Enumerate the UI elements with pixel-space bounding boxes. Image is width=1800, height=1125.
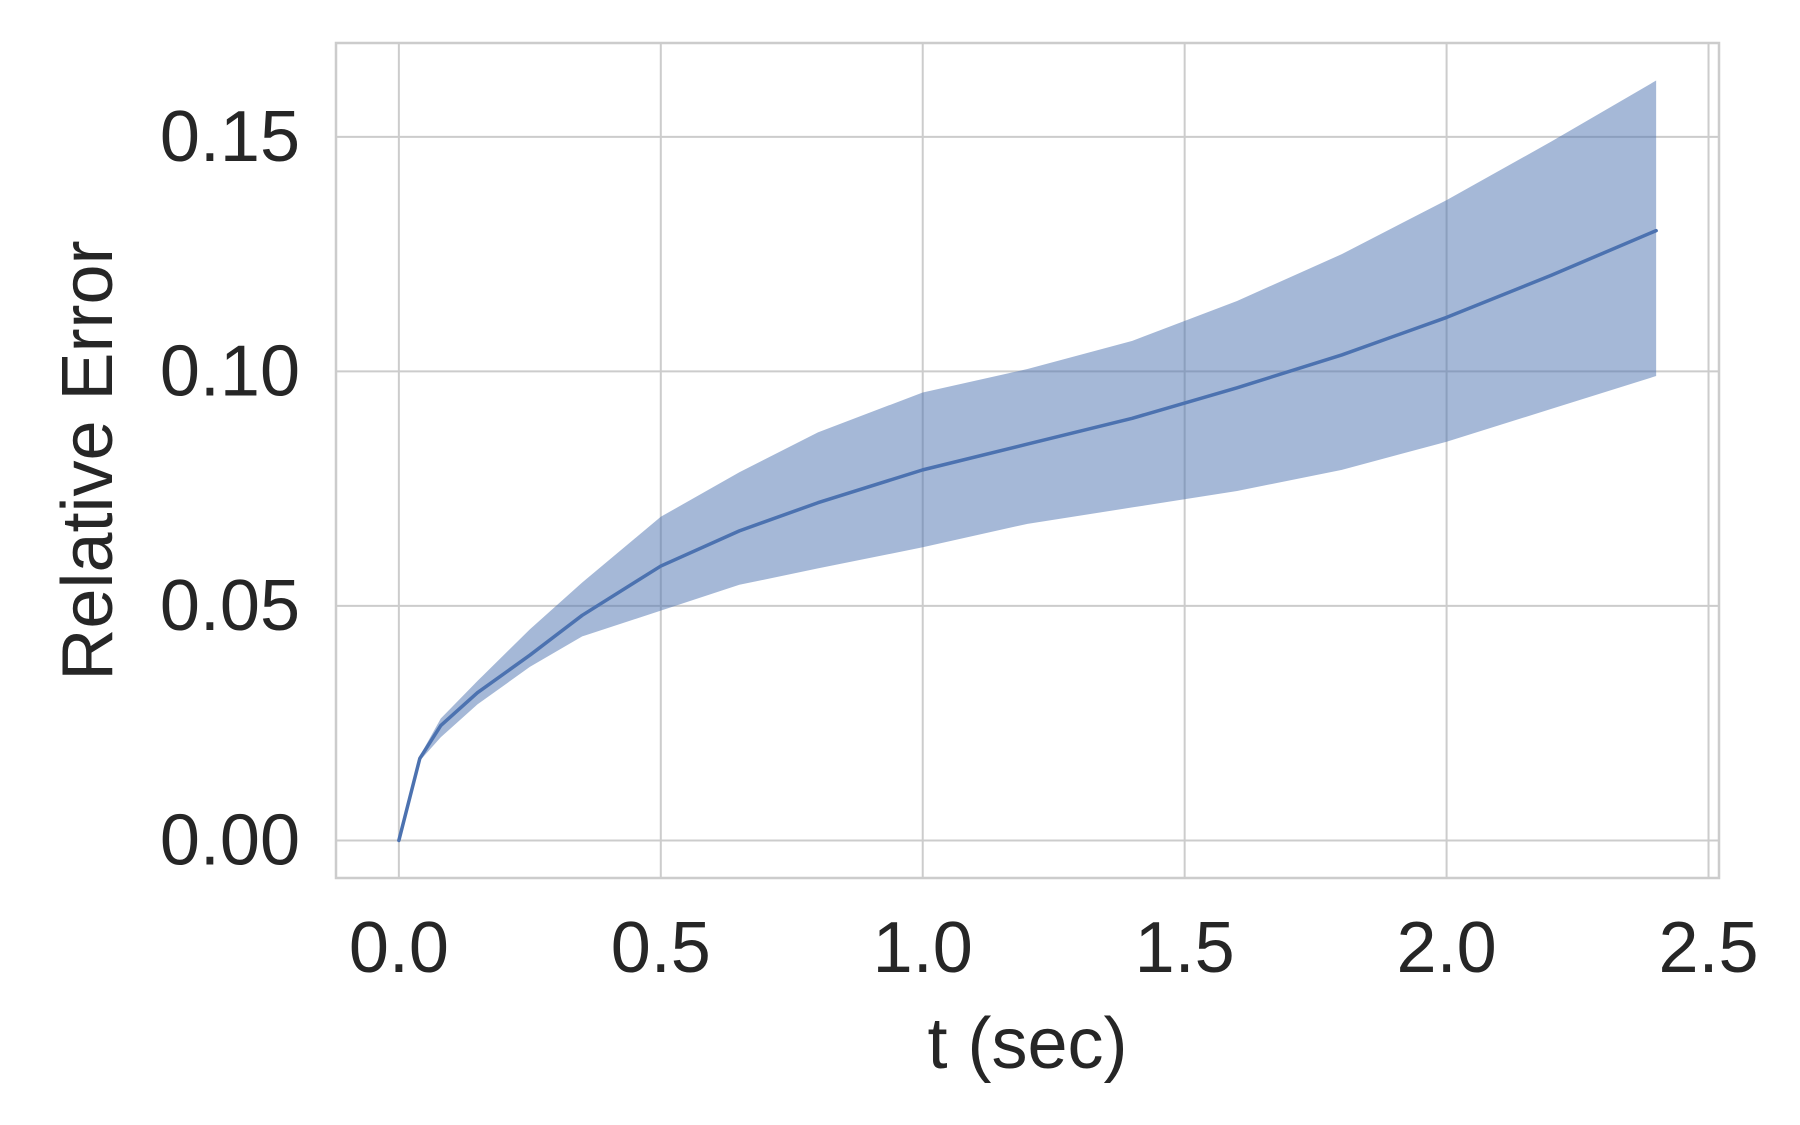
y-tick-label-0.10: 0.10: [160, 331, 300, 411]
x-tick-label-1.0: 1.0: [873, 908, 973, 988]
x-tick-label-0.0: 0.0: [349, 908, 449, 988]
y-tick-labels: 0.00 0.05 0.10 0.15: [160, 97, 300, 881]
y-axis-title: Relative Error: [48, 240, 128, 680]
y-tick-label-0.15: 0.15: [160, 97, 300, 177]
series-0-confidence-band: [398, 80, 1657, 841]
plot-border: [334, 41, 1721, 880]
x-tick-label-1.5: 1.5: [1135, 908, 1235, 988]
y-tick-label-0.05: 0.05: [160, 566, 300, 646]
x-tick-label-2.5: 2.5: [1658, 908, 1758, 988]
plot-frame: [334, 41, 1721, 880]
series-lines: [397, 228, 1658, 843]
y-tick-label-0.00: 0.00: [160, 800, 300, 880]
x-tick-label-2.0: 2.0: [1397, 908, 1497, 988]
confidence-bands: [398, 80, 1657, 841]
series-0-mean-line: [397, 228, 1658, 843]
x-tick-labels: 0.0 0.5 1.0 1.5 2.0 2.5: [349, 908, 1759, 988]
x-axis-title: t (sec): [927, 1004, 1127, 1084]
x-tick-label-0.5: 0.5: [611, 908, 711, 988]
